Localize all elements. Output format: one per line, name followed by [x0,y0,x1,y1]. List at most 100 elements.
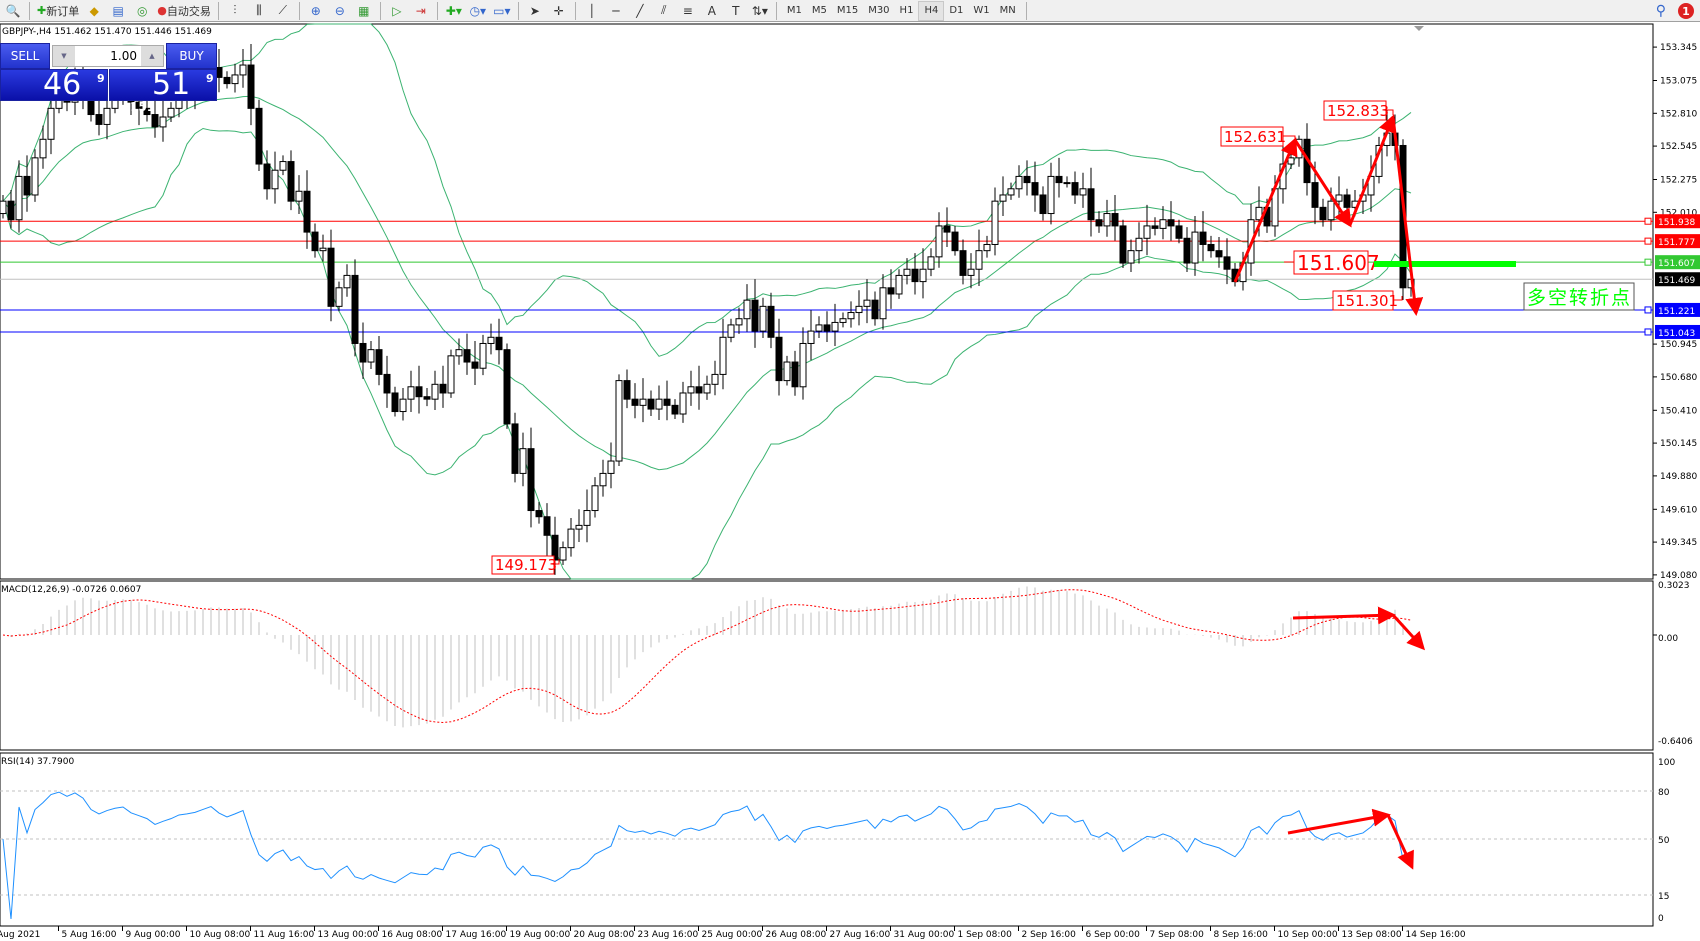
candle [775,318,783,396]
arrows-icon[interactable]: ⇅▾ [751,3,768,18]
candle [1071,171,1079,204]
candle-body-bear [823,324,831,332]
metaeditor-icon[interactable]: ◆ [89,3,99,18]
new-order-button[interactable]: ✚ 新订单 [35,1,81,21]
tile-windows-icon[interactable]: ▦ [358,3,370,18]
candle [575,509,583,542]
cursor-icon[interactable]: ➤ [529,3,540,18]
sell-label: SELL [10,49,40,63]
lot-increase-icon[interactable]: ▲ [141,46,163,66]
templates-icon[interactable]: ▭▾ [493,3,511,18]
periods-icon[interactable]: ◷▾ [469,3,487,18]
notification-badge[interactable]: 1 [1678,3,1694,19]
auto-scroll-icon[interactable]: ▷ [392,3,402,18]
zoom-in-icon[interactable]: ⊕ [310,3,321,18]
lot-size-input[interactable]: 1.00 [110,49,137,63]
candle [455,338,463,365]
lot-size-stepper[interactable]: ▼ 1.00 ▲ [52,45,164,67]
candle [335,281,343,312]
candle-body-bull [815,324,823,332]
price-axis-label: 152.010 [1660,208,1697,218]
candlestick-chart-icon[interactable]: ⫼ [256,3,262,17]
candle [463,333,471,375]
candle-body-bull [687,386,695,394]
timeframe-m30[interactable]: M30 [868,5,890,16]
equidistant-channel-icon[interactable]: ⫽ [661,3,667,17]
vertical-line-icon[interactable]: │ [588,3,596,18]
rsi-axis-label: 0 [1658,914,1664,924]
auto-trading-button[interactable]: ● 自动交易 [155,1,213,21]
sell-button[interactable]: SELL [0,43,50,69]
price-axis-label: 150.680 [1660,373,1697,383]
price-axis-label: 153.345 [1660,43,1697,53]
horizontal-line-icon[interactable]: ─ [612,3,620,18]
candle [23,155,31,212]
candle [1167,201,1175,241]
candle-body-bear [1311,182,1319,208]
chart-shift-icon[interactable]: ⇥ [415,3,426,18]
zoom-out-icon[interactable]: ⊖ [334,3,345,18]
candle [935,212,943,268]
candle-body-bull [807,330,815,344]
text-label-icon[interactable]: T [732,3,740,18]
candle [367,341,375,369]
candle [1031,161,1039,212]
lot-decrease-icon[interactable]: ▼ [53,46,75,66]
crosshair-icon[interactable]: ✛ [553,3,564,18]
candle [223,71,231,89]
price-line-label: 151.607 [1658,259,1695,269]
candle-body-bear [263,163,271,190]
timeframe-mn[interactable]: MN [999,5,1016,16]
candle [391,386,399,417]
timeframe-m1[interactable]: M1 [786,5,802,16]
candle [1343,188,1351,213]
timeframe-w1[interactable]: W1 [973,5,990,16]
candle-body-bull [319,247,327,252]
buy-label: BUY [179,49,204,63]
candle-body-bear [95,114,103,125]
new-order-icon: ✚ [37,4,47,17]
candle [1015,165,1023,198]
buy-price-point: 9 [206,72,214,85]
fibonacci-icon[interactable]: ≡ [682,3,693,18]
trendline-icon[interactable]: ╱ [636,3,644,18]
candle-body-bear [647,398,655,410]
zoom-partial-icon[interactable]: 🔍 [5,3,21,18]
candle [1095,211,1103,233]
candle [599,459,607,497]
candle [879,274,887,330]
timeframe-m15[interactable]: M15 [836,5,859,16]
candle [423,388,431,407]
candle-body-bear [887,287,895,295]
price-annotation: 152.833 [1327,102,1389,120]
timeframe-d1[interactable]: D1 [949,5,964,16]
time-axis-label: 16 Aug 08:00 [382,930,443,940]
search-icon[interactable]: ⚲ [1655,3,1666,19]
candle-body-bull [607,460,615,474]
text-icon[interactable]: A [707,3,716,18]
candle-body-bull [431,383,439,400]
candle [631,383,639,419]
navigator-icon[interactable]: ▤ [112,3,124,18]
bar-chart-icon[interactable]: ⫶ [233,3,237,17]
timeframe-h1[interactable]: H1 [899,5,914,16]
line-chart-icon[interactable]: ⟋ [278,3,288,17]
signals-icon[interactable]: ◎ [136,3,148,18]
buy-price[interactable]: 151 51 9 [109,67,217,114]
candle-body-bull [479,342,487,369]
time-axis-label: 20 Aug 08:00 [574,930,635,940]
candle-body-bull [335,287,343,307]
candle-body-bull [967,268,975,276]
candle [1183,227,1191,272]
sell-price[interactable]: 151 46 9 [0,67,108,114]
indicators-icon[interactable]: ✚▾ [445,3,462,18]
buy-button[interactable]: BUY [166,43,217,69]
chart-shift-marker [1414,26,1424,31]
timeframe-m5[interactable]: M5 [811,5,827,16]
candle-body-bear [631,398,639,406]
candle-body-bull [927,256,935,270]
candle [831,303,839,346]
time-axis-label: 31 Aug 00:00 [894,930,955,940]
timeframe-h4[interactable]: H4 [918,0,945,21]
